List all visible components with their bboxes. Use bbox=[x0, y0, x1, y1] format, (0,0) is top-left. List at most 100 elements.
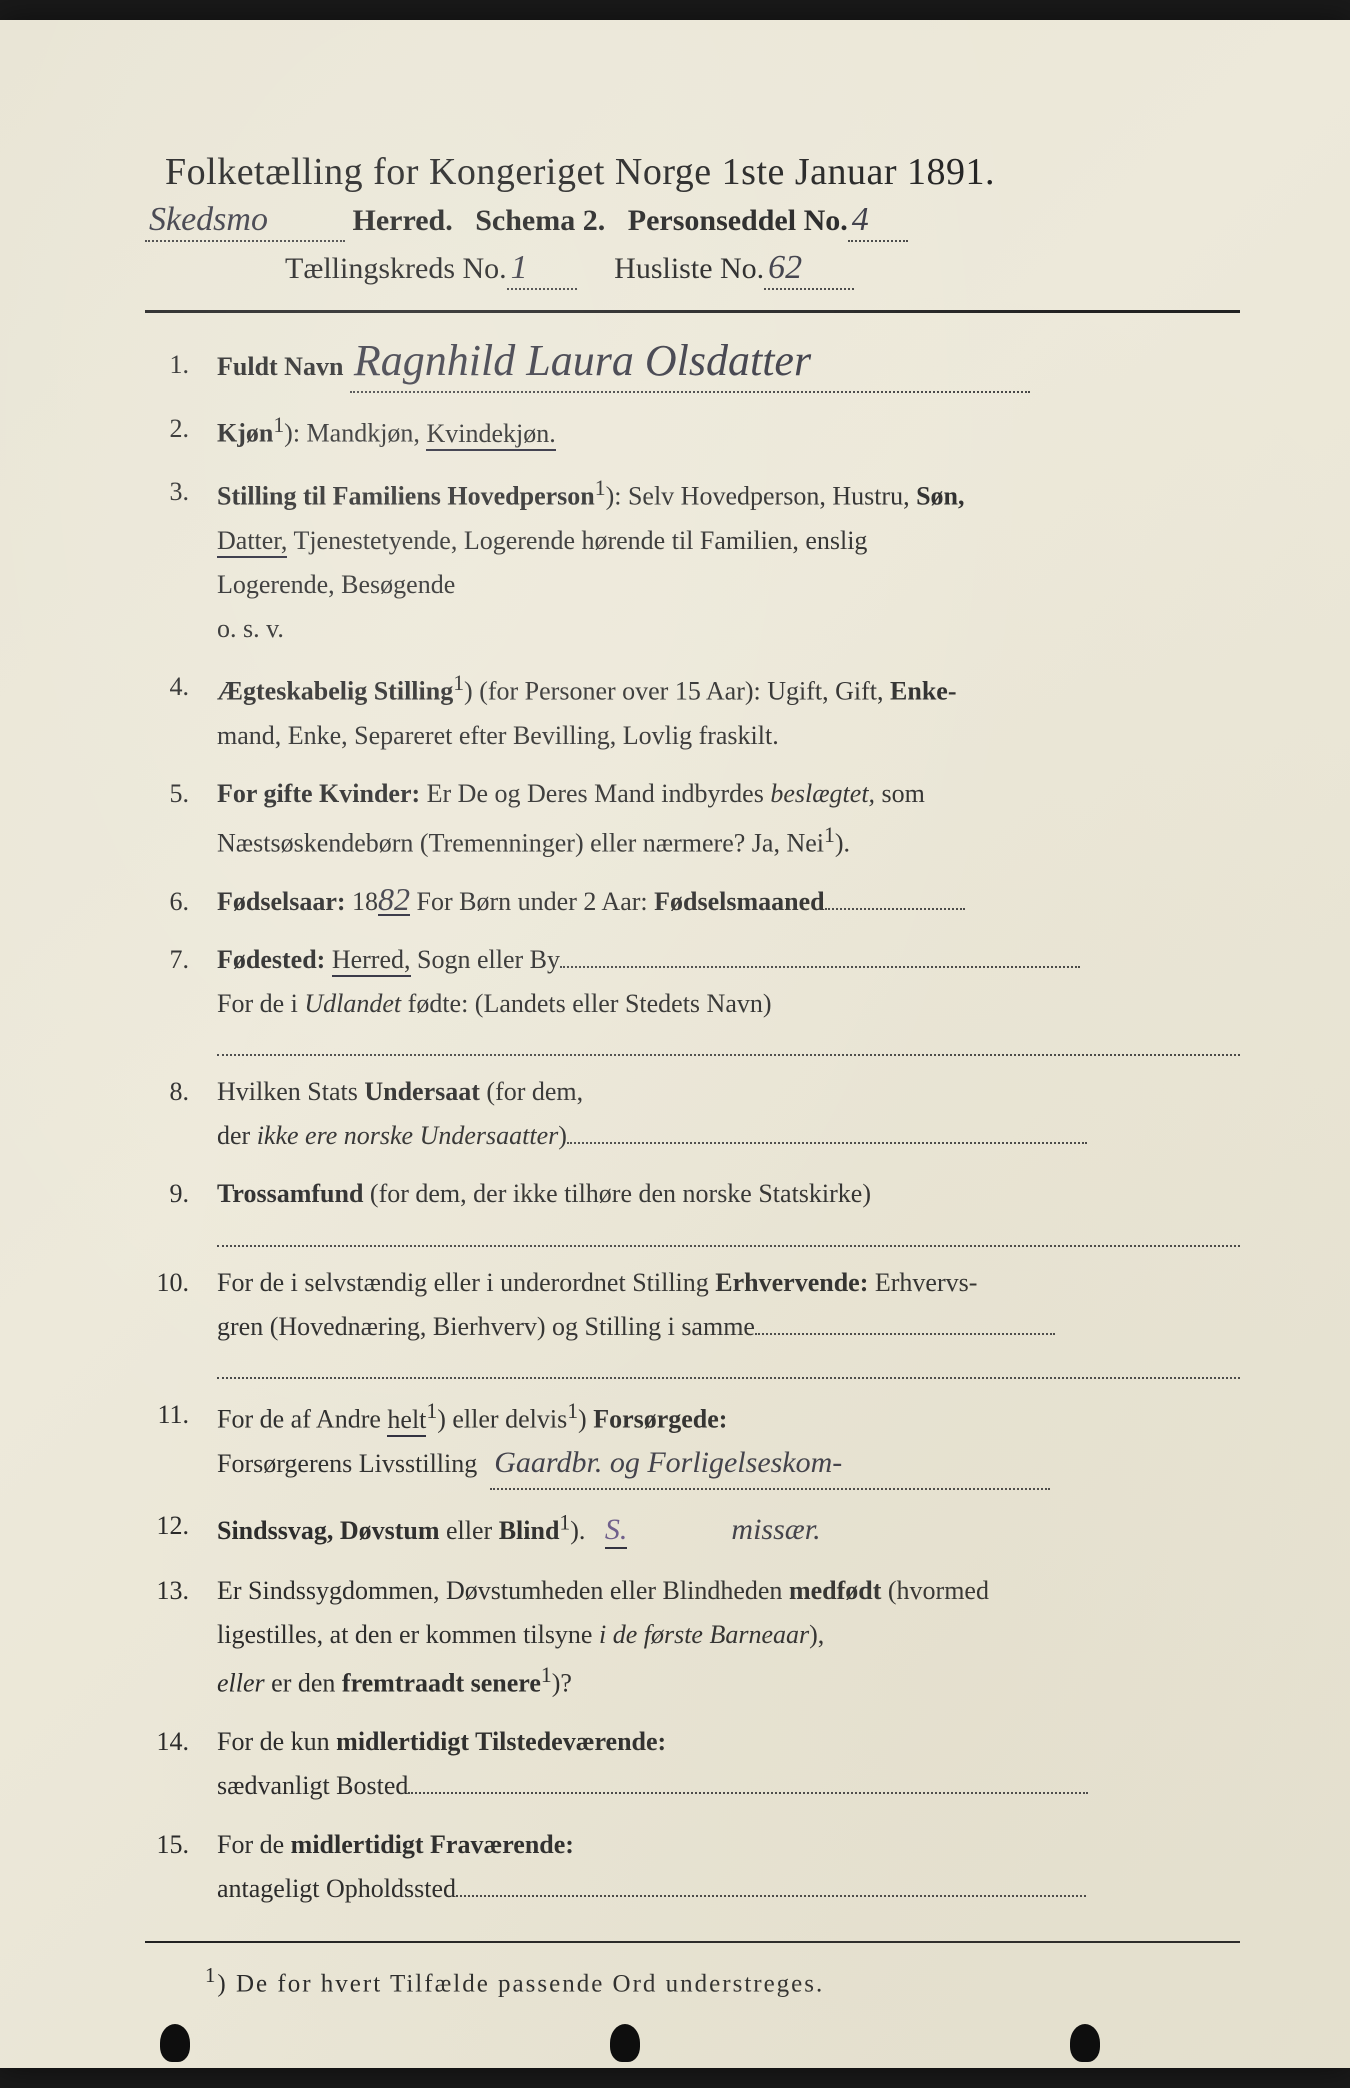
husliste-no: 62 bbox=[768, 253, 802, 284]
birth-year: 82 bbox=[378, 885, 410, 917]
item-number: 4. bbox=[145, 665, 217, 758]
field-text: ). bbox=[570, 1516, 585, 1545]
field-text: ) bbox=[578, 1405, 593, 1434]
item-number: 3. bbox=[145, 470, 217, 651]
field-text: Er Sindssygdommen, Døvstumheden eller Bl… bbox=[217, 1576, 789, 1605]
field-text: ) bbox=[558, 1121, 567, 1150]
field-text: Blind bbox=[499, 1516, 560, 1545]
field-text: ) (for Personer over 15 Aar): Ugift, Gif… bbox=[464, 677, 890, 706]
footnote-ref: 1 bbox=[273, 413, 284, 437]
header-line-3: Tællingskreds No.1 Husliste No.62 bbox=[145, 252, 1240, 290]
footnote-marker: 1 bbox=[205, 1963, 217, 1987]
field-label: Stilling til Familiens Hovedperson bbox=[217, 482, 595, 511]
field-text: Logerende, Besøgende bbox=[217, 570, 455, 599]
blank-field bbox=[567, 1140, 1087, 1144]
item-number: 5. bbox=[145, 772, 217, 865]
field-text: Søn, bbox=[916, 482, 964, 511]
field-text: Næstsøskendebørn (Tremenninger) eller næ… bbox=[217, 828, 824, 857]
field-text: medfødt bbox=[789, 1576, 881, 1605]
item-1: 1. Fuldt Navn Ragnhild Laura Olsdatter bbox=[145, 343, 1240, 393]
item-number: 10. bbox=[145, 1261, 217, 1379]
header-line-2: Skedsmo Herred. Schema 2. Personseddel N… bbox=[145, 204, 1240, 242]
blank-field bbox=[755, 1331, 1055, 1335]
selected-option: helt bbox=[387, 1405, 426, 1437]
item-13: 13. Er Sindssygdommen, Døvstumheden elle… bbox=[145, 1569, 1240, 1706]
field-text: For de kun bbox=[217, 1727, 336, 1756]
field-label: Fuldt Navn bbox=[217, 352, 343, 381]
page-tear bbox=[610, 2024, 640, 2062]
field-text: sædvanligt Bosted bbox=[217, 1771, 408, 1800]
page-tear bbox=[1070, 2024, 1100, 2062]
field-text: midlertidigt Fraværende: bbox=[291, 1830, 574, 1859]
field-label: Kjøn bbox=[217, 419, 273, 448]
item-12: 12. Sindssvag, Døvstum eller Blind1). S.… bbox=[145, 1504, 1240, 1555]
item-9: 9. Trossamfund (for dem, der ikke tilhør… bbox=[145, 1172, 1240, 1246]
form-items: 1. Fuldt Navn Ragnhild Laura Olsdatter 2… bbox=[145, 343, 1240, 1911]
field-text: (for dem, der ikke tilhøre den norske St… bbox=[363, 1179, 871, 1208]
blank-field bbox=[456, 1893, 1086, 1897]
field-label: Fødested: bbox=[217, 945, 325, 974]
item-11: 11. For de af Andre helt1) eller delvis1… bbox=[145, 1393, 1240, 1490]
item-4: 4. Ægteskabelig Stilling1) (for Personer… bbox=[145, 665, 1240, 758]
kreds-no: 1 bbox=[511, 253, 528, 284]
field-text: er den bbox=[265, 1669, 342, 1698]
field-text: Fødselsmaaned bbox=[654, 887, 824, 916]
field-text: mand, Enke, Separeret efter Bevilling, L… bbox=[217, 721, 779, 750]
field-text: For de i bbox=[217, 989, 304, 1018]
blank-field bbox=[825, 906, 965, 910]
herred-label: Herred. bbox=[353, 204, 453, 237]
field-text: Forsørgede: bbox=[593, 1405, 727, 1434]
selected-option: Datter, bbox=[217, 526, 287, 558]
field-text: midlertidigt Tilstedeværende: bbox=[336, 1727, 666, 1756]
field-text: )? bbox=[552, 1669, 572, 1698]
footnote-ref: 1 bbox=[595, 476, 606, 500]
field-text: som bbox=[875, 779, 925, 808]
field-text: i de første Barneaar bbox=[599, 1620, 809, 1649]
person-label: Personseddel No. bbox=[628, 204, 848, 237]
field-text: gren (Hovednæring, Bierhverv) og Stillin… bbox=[217, 1312, 755, 1341]
footnote-ref: 1 bbox=[453, 671, 464, 695]
field-label: Trossamfund bbox=[217, 1179, 363, 1208]
purple-mark: S. bbox=[605, 1513, 628, 1549]
field-text: Sogn eller By bbox=[411, 945, 561, 974]
item-number: 7. bbox=[145, 938, 217, 1056]
field-text: For de bbox=[217, 1830, 291, 1859]
name-value: Ragnhild Laura Olsdatter bbox=[354, 336, 811, 385]
field-text: ikke ere norske Undersaatter bbox=[257, 1121, 559, 1150]
item-3: 3. Stilling til Familiens Hovedperson1):… bbox=[145, 470, 1240, 651]
field-text: fremtraadt senere bbox=[342, 1669, 541, 1698]
kreds-label: Tællingskreds No. bbox=[285, 252, 507, 285]
field-text: eller bbox=[440, 1516, 499, 1545]
supporter-value: Gaardbr. og Forligelseskom- bbox=[494, 1449, 842, 1476]
field-label: Ægteskabelig Stilling bbox=[217, 677, 453, 706]
item-15: 15. For de midlertidigt Fraværende: anta… bbox=[145, 1823, 1240, 1911]
field-text: 18 bbox=[346, 887, 379, 916]
item-number: 13. bbox=[145, 1569, 217, 1706]
field-text: For de i selvstændig eller i underordnet… bbox=[217, 1268, 715, 1297]
field-text: der bbox=[217, 1121, 257, 1150]
item-number: 11. bbox=[145, 1393, 217, 1490]
field-text: For Børn under 2 Aar: bbox=[410, 887, 654, 916]
field-text: ) eller delvis bbox=[437, 1405, 567, 1434]
field-text: Tjenestetyende, Logerende hørende til Fa… bbox=[287, 526, 867, 555]
field-text: ). bbox=[835, 828, 850, 857]
item-number: 9. bbox=[145, 1172, 217, 1246]
field-text: Udlandet bbox=[304, 989, 401, 1018]
field-text: o. s. v. bbox=[217, 614, 284, 643]
document-page: Folketælling for Kongeriget Norge 1ste J… bbox=[0, 20, 1350, 2068]
field-label: For gifte Kvinder: bbox=[217, 779, 420, 808]
footnote-text: ) De for hvert Tilfælde passende Ord und… bbox=[217, 1970, 824, 1997]
field-text: antageligt Opholdssted bbox=[217, 1874, 456, 1903]
selected-option: Kvindekjøn. bbox=[426, 419, 555, 451]
field-text: fødte: (Landets eller Stedets Navn) bbox=[401, 989, 771, 1018]
footnote-rule bbox=[145, 1941, 1240, 1943]
blank-field bbox=[217, 1026, 1240, 1056]
field-text: Undersaat bbox=[364, 1077, 480, 1106]
blank-field bbox=[408, 1790, 1088, 1794]
census-title: Folketælling for Kongeriget Norge 1ste J… bbox=[145, 150, 1240, 194]
item-number: 15. bbox=[145, 1823, 217, 1911]
field-text: (for dem, bbox=[480, 1077, 583, 1106]
field-label: Sindssvag, Døvstum bbox=[217, 1516, 440, 1545]
item-14: 14. For de kun midlertidigt Tilstedevære… bbox=[145, 1720, 1240, 1808]
selected-option: Herred, bbox=[332, 945, 411, 977]
